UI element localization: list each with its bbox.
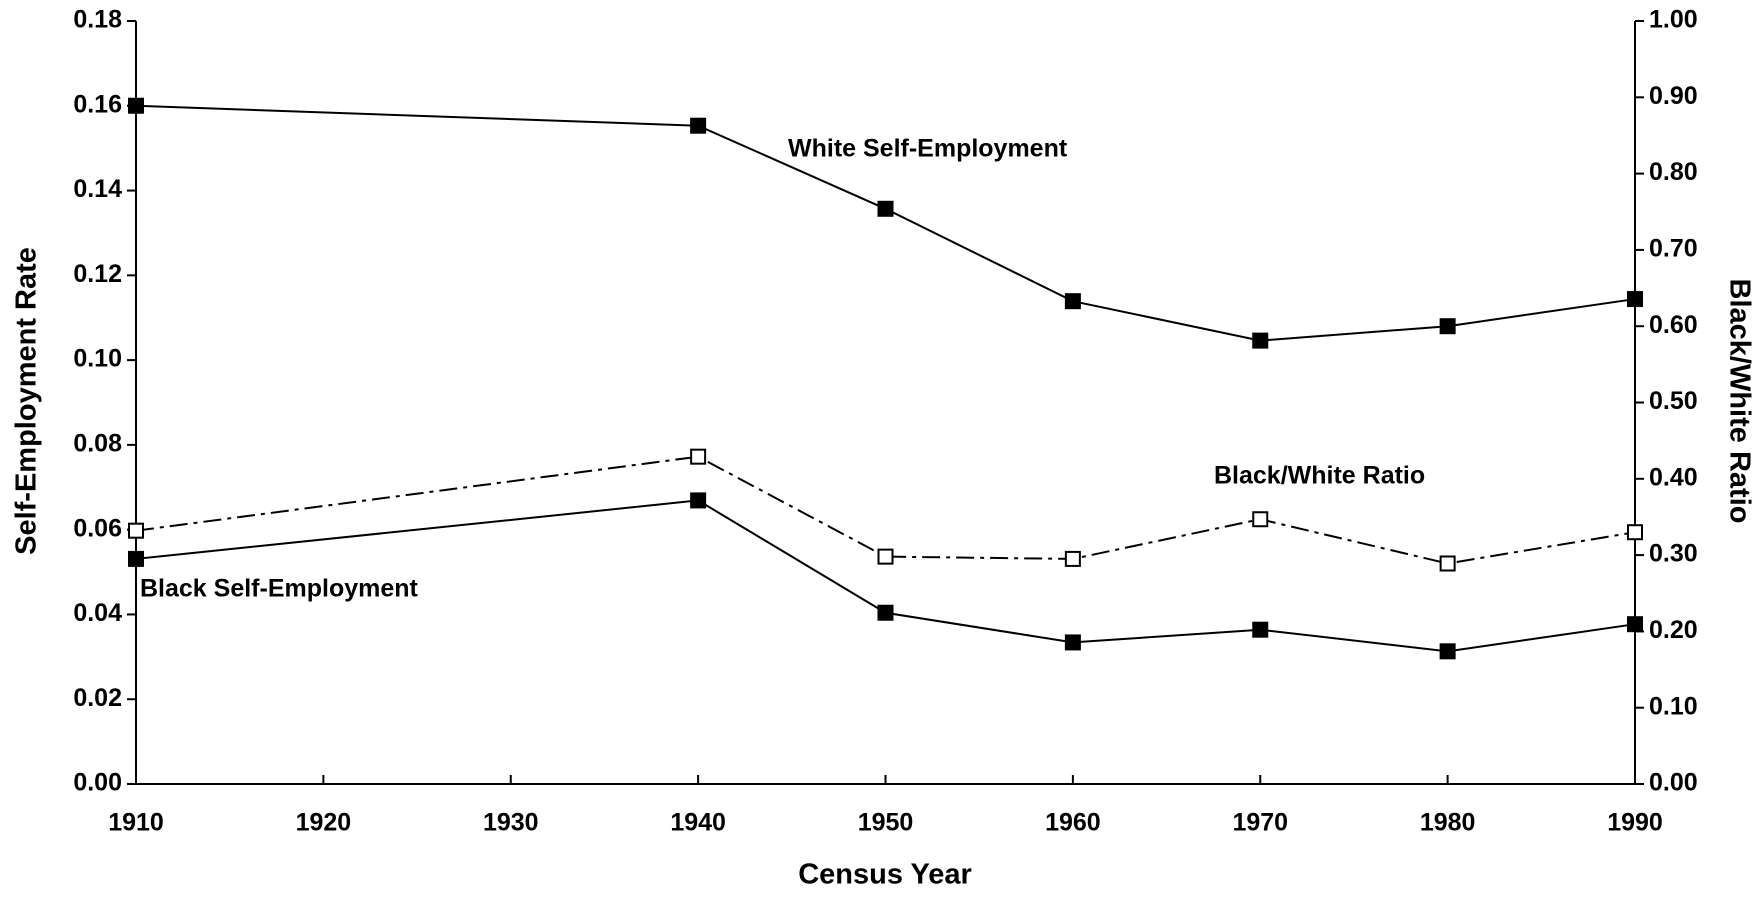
marker (1439, 318, 1456, 335)
marker (1252, 511, 1269, 528)
marker (877, 200, 894, 217)
x-tick-label: 1980 (1420, 809, 1476, 837)
y-tick-label: 0.14 (73, 175, 122, 203)
y-tick-label: 0.12 (73, 260, 122, 288)
marker (1064, 634, 1081, 651)
marker (1064, 293, 1081, 310)
marker (128, 522, 144, 539)
x-tick-label: 1910 (108, 809, 164, 837)
marker (1627, 291, 1643, 308)
series-label: Black Self-Employment (140, 575, 419, 603)
series-label: Black/White Ratio (1214, 462, 1425, 490)
marker (690, 117, 707, 134)
marker (1439, 643, 1456, 660)
y2-tick-label: 0.60 (1649, 311, 1698, 339)
marker (1439, 555, 1456, 572)
x-tick-label: 1940 (670, 809, 726, 837)
y2-tick-label: 0.80 (1649, 158, 1698, 186)
y2-tick-label: 0.30 (1649, 540, 1698, 568)
y2-tick-label: 0.50 (1649, 387, 1698, 415)
x-axis-label: Census Year (798, 859, 972, 891)
y-tick-label: 0.04 (73, 599, 122, 627)
x-tick-label: 1990 (1607, 809, 1663, 837)
marker (877, 548, 894, 565)
marker (128, 550, 144, 567)
x-tick-label: 1960 (1045, 809, 1101, 837)
y2-tick-label: 1.00 (1649, 6, 1698, 34)
y-tick-label: 0.00 (73, 769, 122, 797)
y-tick-label: 0.18 (73, 6, 122, 34)
marker (1627, 524, 1643, 541)
y-tick-label: 0.16 (73, 90, 122, 118)
x-tick-label: 1920 (296, 809, 352, 837)
x-tick-label: 1950 (858, 809, 914, 837)
marker (877, 604, 894, 621)
y2-tick-label: 0.00 (1649, 769, 1698, 797)
marker (690, 448, 707, 465)
y2-tick-label: 0.20 (1649, 616, 1698, 644)
y2-tick-label: 0.90 (1649, 82, 1698, 110)
y-tick-label: 0.10 (73, 345, 122, 373)
y2-axis-label: Black/White Ratio (1723, 279, 1755, 524)
y-tick-label: 0.06 (73, 514, 122, 542)
marker (1252, 332, 1269, 349)
y-tick-label: 0.02 (73, 684, 122, 712)
y2-tick-label: 0.40 (1649, 463, 1698, 491)
marker (1252, 621, 1269, 638)
y-tick-label: 0.08 (73, 429, 122, 457)
series-label: White Self-Employment (788, 135, 1068, 163)
y-axis-label: Self-Employment Rate (11, 247, 43, 555)
marker (1064, 550, 1081, 567)
x-tick-label: 1930 (483, 809, 539, 837)
marker (128, 97, 144, 114)
marker (1627, 616, 1643, 633)
y2-tick-label: 0.10 (1649, 692, 1698, 720)
x-tick-label: 1970 (1232, 809, 1288, 837)
marker (690, 492, 707, 509)
y2-tick-label: 0.70 (1649, 235, 1698, 263)
